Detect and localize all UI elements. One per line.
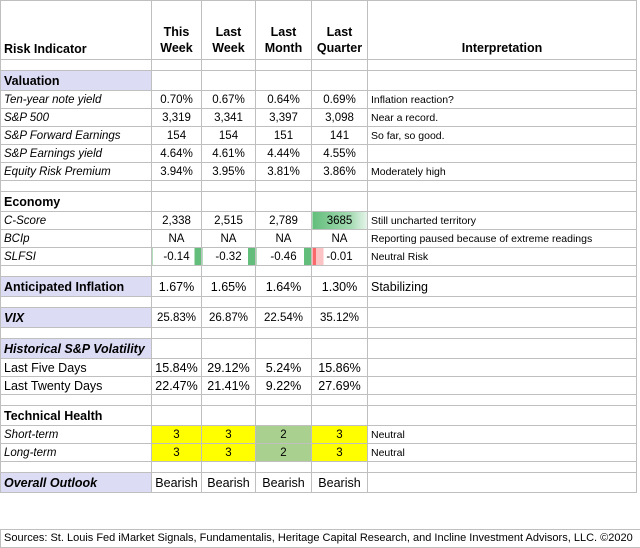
slfsi-week-databar: -0.32 bbox=[201, 247, 256, 266]
slfsi-this-databar: -0.14 bbox=[151, 247, 202, 266]
header-last-week: Last Week bbox=[201, 0, 256, 60]
section-overall-outlook: Overall Outlook Bearish Bearish Bearish … bbox=[0, 472, 637, 493]
section-historical-label: Historical S&P Volatility bbox=[0, 338, 152, 359]
slfsi-quarter-databar: -0.01 bbox=[311, 247, 368, 266]
table-row: BCIp NA NA NA NA Reporting paused becaus… bbox=[0, 229, 637, 248]
c-score-quarter-databar: 3685 bbox=[311, 211, 368, 230]
header-interpretation: Interpretation bbox=[367, 0, 637, 60]
section-valuation-label: Valuation bbox=[0, 70, 152, 91]
slfsi-month-databar: -0.46 bbox=[255, 247, 312, 266]
header-last-month: Last Month bbox=[255, 0, 312, 60]
table-row: S&P 500 3,319 3,341 3,397 3,098 Near a r… bbox=[0, 108, 637, 127]
table-row: Ten-year note yield 0.70% 0.67% 0.64% 0.… bbox=[0, 90, 637, 109]
section-outlook-label: Overall Outlook bbox=[0, 472, 152, 493]
table-row: Long-term 3 3 2 3 Neutral bbox=[0, 443, 637, 462]
table-row: Short-term 3 3 2 3 Neutral bbox=[0, 425, 637, 444]
table-row: Equity Risk Premium 3.94% 3.95% 3.81% 3.… bbox=[0, 162, 637, 181]
risk-indicator-table: Risk Indicator This Week Last Week Last … bbox=[0, 0, 637, 493]
section-economy: Economy bbox=[0, 191, 637, 212]
table-row: C-Score 2,338 2,515 2,789 3685 Still unc… bbox=[0, 211, 637, 230]
table-row: Last Five Days 15.84% 29.12% 5.24% 15.86… bbox=[0, 358, 637, 377]
table-row: S&P Forward Earnings 154 154 151 141 So … bbox=[0, 126, 637, 145]
section-technical-health: Technical Health bbox=[0, 405, 637, 426]
section-inflation-label: Anticipated Inflation bbox=[0, 276, 152, 297]
header-this-week: This Week bbox=[151, 0, 202, 60]
sources-footer: Sources: St. Louis Fed iMarket Signals, … bbox=[0, 529, 640, 548]
table-row: SLFSI -0.14 -0.32 -0.46 -0.01 Neutral Ri… bbox=[0, 247, 637, 266]
header-row: Risk Indicator This Week Last Week Last … bbox=[0, 0, 637, 60]
section-vix-label: VIX bbox=[0, 307, 152, 328]
section-inflation: Anticipated Inflation 1.67% 1.65% 1.64% … bbox=[0, 276, 637, 297]
header-last-quarter: Last Quarter bbox=[311, 0, 368, 60]
table-row: S&P Earnings yield 4.64% 4.61% 4.44% 4.5… bbox=[0, 144, 637, 163]
section-vix: VIX 25.83% 26.87% 22.54% 35.12% bbox=[0, 307, 637, 328]
section-technical-label: Technical Health bbox=[0, 405, 152, 426]
header-risk-indicator: Risk Indicator bbox=[0, 0, 152, 60]
section-economy-label: Economy bbox=[0, 191, 152, 212]
table-row: Last Twenty Days 22.47% 21.41% 9.22% 27.… bbox=[0, 376, 637, 395]
section-historical-volatility: Historical S&P Volatility bbox=[0, 338, 637, 359]
section-valuation: Valuation bbox=[0, 70, 637, 91]
